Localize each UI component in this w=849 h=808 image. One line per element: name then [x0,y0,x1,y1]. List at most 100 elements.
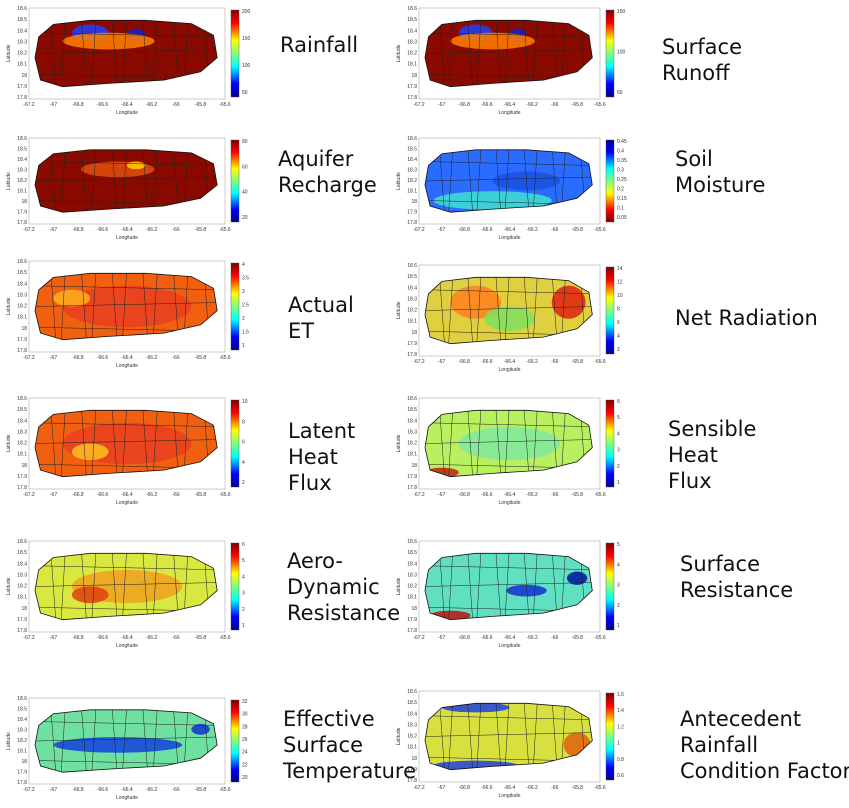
boundary [60,20,66,87]
boundary [121,410,128,477]
panel-label: Resistance [680,578,793,602]
boundary [495,553,502,620]
x-tick-label: -66.2 [526,102,538,108]
x-tick-label: -67 [438,227,445,233]
y-tick-label: 18.6 [17,6,27,12]
y-tick-label: 18.6 [407,263,417,269]
x-tick-label: -65.8 [195,102,207,108]
x-tick-label: -66.4 [121,227,133,233]
colorbar-tick-label: 3 [242,591,245,597]
boundary [121,20,128,87]
y-tick-label: 17.8 [407,628,417,634]
y-tick-label: 18.6 [17,696,27,702]
y-tick-label: 17.8 [17,485,27,491]
colorbar-tick-label: 4 [242,574,245,580]
x-tick-label: -66.4 [504,785,516,791]
colorbar-tick-label: 0.8 [617,757,624,763]
y-axis-label: Latitude [396,44,402,62]
x-tick-label: -67 [438,785,445,791]
boundary [425,582,593,587]
boundary [35,422,218,427]
panel-label: Surface [680,552,760,576]
panel-label: Heat [668,443,718,467]
x-tick-label: -67 [50,635,57,641]
y-tick-label: 18.3 [407,296,417,302]
boundary [476,277,482,344]
boundary [60,149,66,213]
map-feature [484,306,535,332]
colorbar-tick-label: 4 [617,334,620,340]
colorbar-tick-label: 2 [242,607,245,613]
colorbar-tick-label: 3.5 [242,276,249,282]
x-tick-label: -66 [172,787,179,793]
x-tick-label: -65.6 [219,102,231,108]
x-axis-label: Longitude [499,110,521,116]
y-tick-label: 18.5 [17,270,27,276]
colorbar [605,266,615,355]
y-tick-label: 18.5 [17,17,27,23]
x-tick-label: -66.2 [526,359,538,365]
x-tick-label: -65.8 [572,227,584,233]
x-tick-label: -67.2 [413,227,425,233]
panel: -67.2 -67 -66.8 -66.6 -66.4 -66.2 -66 -65.8 -65.… [6,6,358,116]
x-tick-label: -66 [172,102,179,108]
boundary [60,553,66,620]
x-tick-label: -66.4 [504,227,516,233]
x-tick-label: -66.6 [481,359,493,365]
y-tick-label: 18.4 [407,285,417,291]
map-feature [53,737,183,753]
x-tick-label: -66.2 [526,492,538,498]
boundary [91,709,97,773]
y-tick-label: 18.6 [407,136,417,142]
x-tick-label: -65.6 [594,492,606,498]
x-tick-label: -66.6 [481,635,493,641]
x-tick-label: -66.6 [97,492,109,498]
colorbar [230,699,240,783]
boundary [121,149,128,213]
colorbar [230,9,240,98]
x-tick-label: -66 [172,492,179,498]
x-tick-label: -66.6 [97,355,109,361]
y-tick-label: 17.9 [17,337,27,343]
boundary [91,273,97,340]
boundary [495,703,502,770]
y-tick-label: 17.8 [17,628,27,634]
boundary [476,20,482,87]
colorbar-tick-label: 6 [242,440,245,446]
y-tick-label: 17.8 [407,352,417,358]
x-tick-label: -66.6 [481,492,493,498]
map [425,277,593,344]
boundary [80,553,88,620]
boundary [447,277,454,344]
colorbar-tick-label: 1.4 [617,708,624,714]
boundary [111,273,118,340]
x-tick-label: -66.4 [121,355,133,361]
y-tick-label: 18.6 [17,259,27,265]
island-outline [34,409,218,478]
boundary [504,703,510,770]
panel-label: Condition Factor [680,759,849,783]
y-tick-label: 18.3 [407,572,417,578]
x-tick-label: -67 [438,359,445,365]
y-tick-label: 18.1 [407,319,417,325]
colorbar-tick-label: 0.6 [617,773,624,779]
y-tick-label: 18 [21,326,27,332]
y-tick-label: 18.5 [17,407,27,413]
panel-label: Heat [288,445,338,469]
panel-label: Flux [288,471,332,495]
boundary [447,553,454,620]
colorbar [230,399,240,488]
x-tick-label: -66.8 [72,227,84,233]
boundary [476,410,482,477]
y-axis-label: Latitude [6,732,12,750]
x-axis-label: Longitude [499,793,521,799]
x-tick-label: -67.2 [23,355,35,361]
colorbar-tick-label: 0.05 [617,215,627,221]
x-tick-label: -66.8 [459,635,471,641]
y-tick-label: 17.8 [407,95,417,101]
y-tick-label: 18.1 [17,189,27,195]
y-tick-label: 18.3 [407,429,417,435]
x-tick-label: -66 [172,355,179,361]
boundary [91,20,97,87]
colorbar-tick-label: 50 [617,90,623,96]
